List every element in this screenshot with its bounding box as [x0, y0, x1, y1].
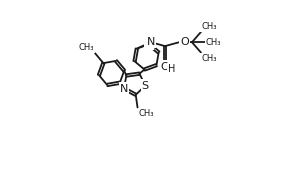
Text: H: H — [168, 64, 176, 74]
Text: CH₃: CH₃ — [201, 22, 217, 31]
Text: O: O — [180, 37, 189, 47]
Text: CH₃: CH₃ — [206, 38, 221, 47]
Text: CH₃: CH₃ — [139, 109, 154, 118]
Text: N: N — [145, 39, 153, 49]
Text: CH₃: CH₃ — [201, 54, 217, 62]
Text: N: N — [120, 84, 128, 94]
Text: O: O — [161, 62, 169, 72]
Text: N: N — [147, 37, 155, 47]
Text: S: S — [142, 81, 149, 91]
Text: CH₃: CH₃ — [79, 43, 94, 52]
